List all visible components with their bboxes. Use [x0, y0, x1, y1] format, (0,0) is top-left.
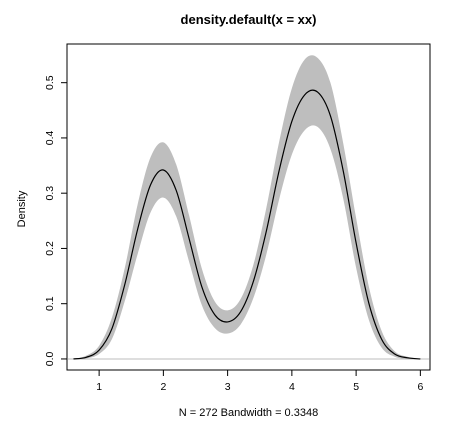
y-tick-label: 0.1 — [44, 296, 56, 311]
y-tick-label: 0.2 — [44, 241, 56, 256]
x-tick-label: 4 — [289, 381, 295, 393]
x-tick-label: 5 — [353, 381, 359, 393]
x-axis: 1 2 3 4 5 6 — [96, 369, 423, 393]
y-tick-label: 0.0 — [44, 351, 56, 366]
confidence-band-layer — [73, 55, 421, 360]
x-tick-label: 6 — [417, 381, 423, 393]
y-axis: 0.0 0.1 0.2 0.3 0.4 0.5 — [44, 75, 68, 366]
x-tick-label: 1 — [96, 381, 102, 393]
y-axis-label: Density — [16, 190, 28, 227]
y-tick-label: 0.3 — [44, 186, 56, 201]
x-tick-label: 2 — [160, 381, 166, 393]
density-line-layer — [73, 89, 421, 360]
confidence-band — [73, 55, 421, 360]
x-axis-label: N = 272 Bandwidth = 0.3348 — [179, 407, 318, 419]
y-tick-label: 0.5 — [44, 75, 56, 90]
density-line — [73, 89, 421, 360]
plot-area — [66, 43, 431, 371]
x-tick-label: 3 — [225, 381, 231, 393]
chart-title: density.default(x = xx) — [181, 12, 317, 27]
y-tick-label: 0.4 — [44, 130, 56, 145]
